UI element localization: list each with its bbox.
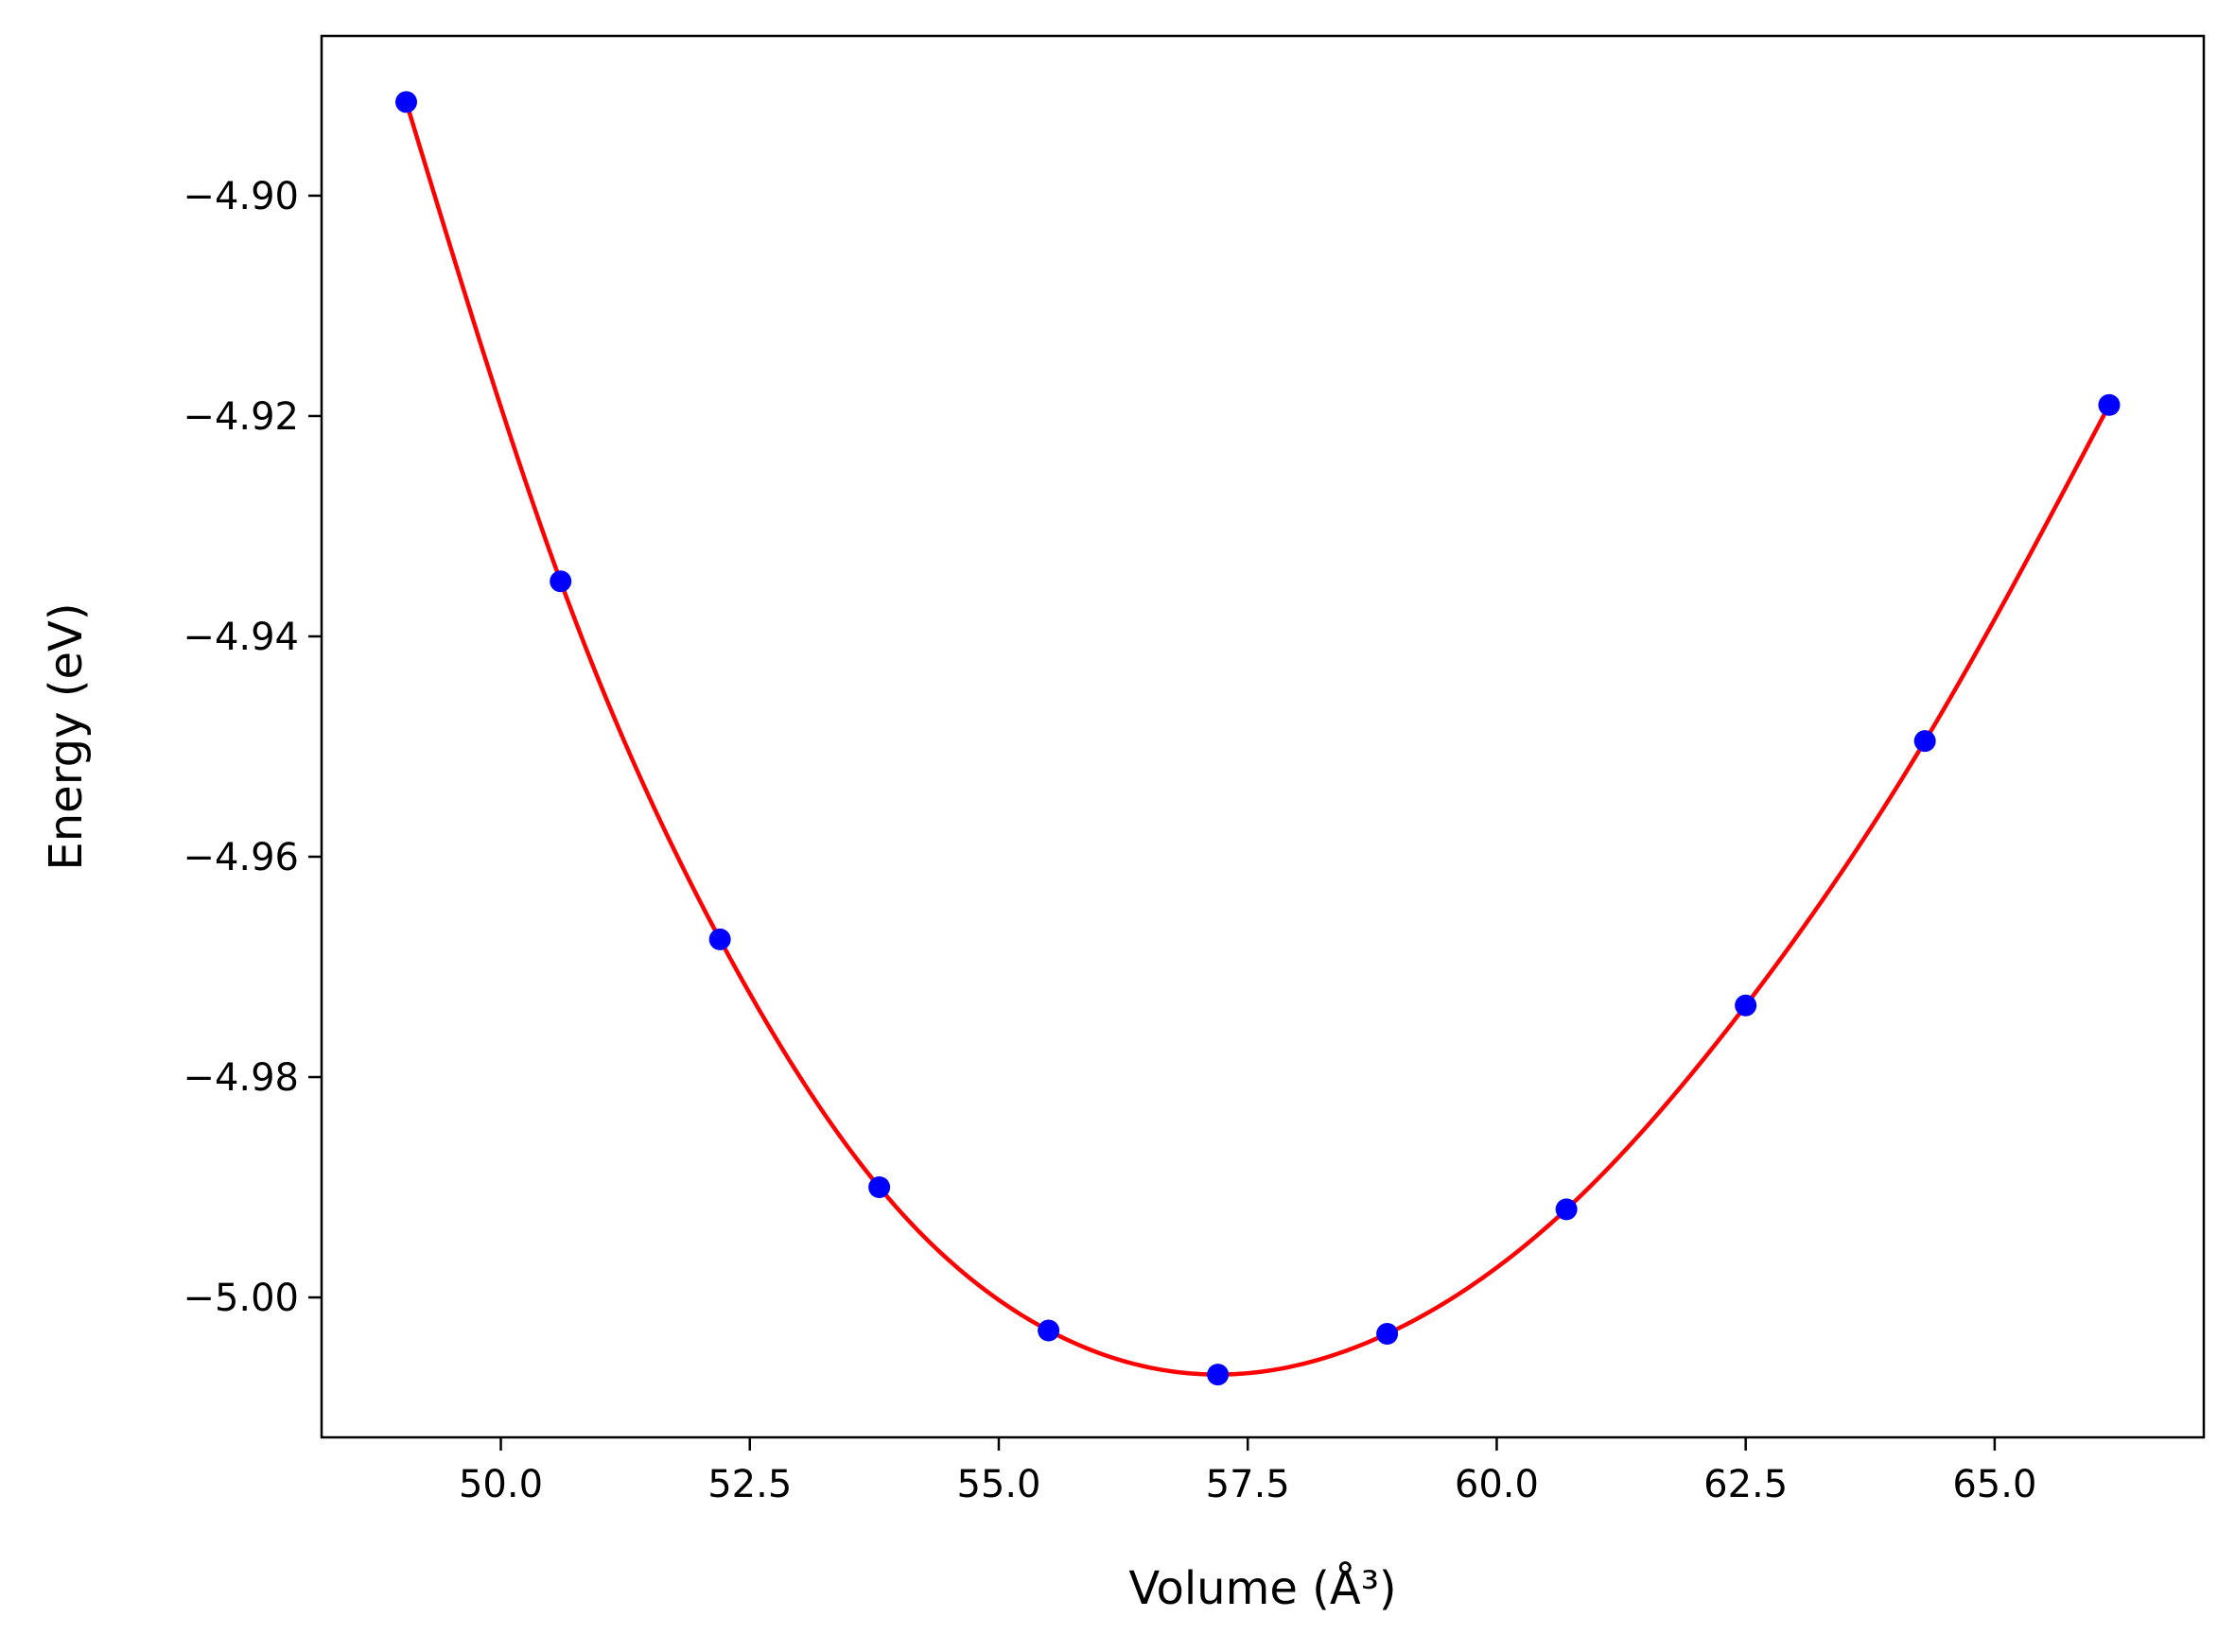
data-point	[1038, 1319, 1060, 1342]
y-tick-label: −4.92	[183, 395, 299, 439]
x-tick-label: 55.0	[956, 1463, 1040, 1506]
data-point	[1207, 1364, 1230, 1386]
data-point	[868, 1176, 891, 1199]
y-tick-label: −5.00	[183, 1277, 299, 1320]
plot-background	[322, 36, 2204, 1437]
y-tick-label: −4.94	[183, 616, 299, 659]
y-tick-label: −4.98	[183, 1056, 299, 1100]
data-point	[708, 928, 731, 950]
y-tick-label: −4.90	[183, 175, 299, 218]
data-point	[1735, 994, 1757, 1017]
y-axis-label: Energy (eV)	[40, 602, 93, 870]
x-tick-label: 57.5	[1206, 1463, 1290, 1506]
data-point	[550, 570, 572, 593]
x-tick-label: 52.5	[707, 1463, 792, 1506]
data-point	[1376, 1322, 1399, 1345]
data-point	[1555, 1198, 1578, 1221]
data-point	[395, 91, 417, 113]
x-tick-label: 65.0	[1952, 1463, 2036, 1506]
x-tick-label: 50.0	[459, 1463, 543, 1506]
data-point	[2098, 393, 2121, 416]
data-point	[1913, 730, 1936, 753]
y-tick-label: −4.96	[183, 836, 299, 879]
x-tick-label: 60.0	[1455, 1463, 1539, 1506]
data-points-layer	[395, 91, 2121, 1386]
y-axis-ticks: −4.90 −4.92 −4.94 −4.96 −4.98 −5.00	[183, 175, 322, 1320]
x-axis-label: Volume (Å³)	[1128, 1561, 1396, 1615]
x-tick-label: 62.5	[1703, 1463, 1788, 1506]
plot-frame	[320, 34, 2206, 1439]
x-axis-ticks: 50.0 52.5 55.0 57.5 60.0 62.5 65.0	[459, 1437, 2036, 1506]
